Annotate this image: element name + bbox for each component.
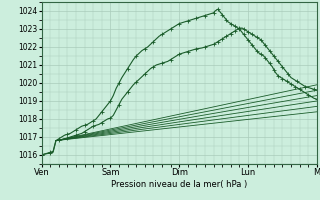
X-axis label: Pression niveau de la mer( hPa ): Pression niveau de la mer( hPa )	[111, 180, 247, 189]
